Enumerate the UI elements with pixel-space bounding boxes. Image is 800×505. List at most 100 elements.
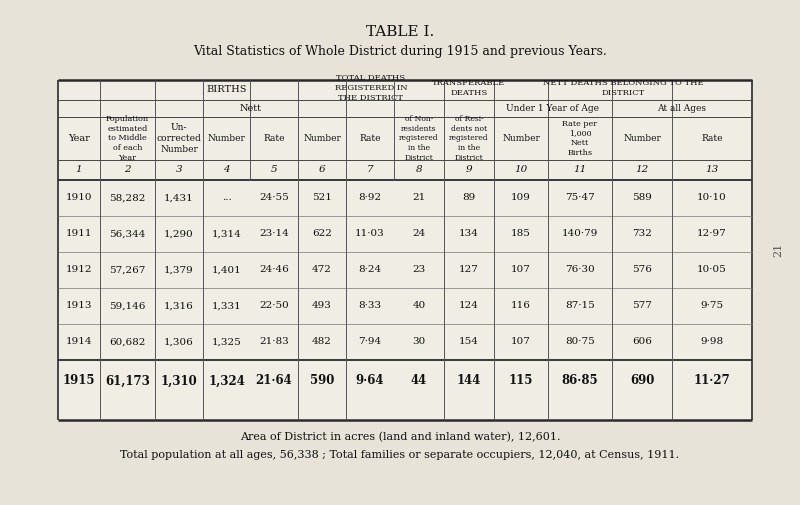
Text: 56,344: 56,344 [110,229,146,238]
Text: 577: 577 [632,301,652,311]
Text: 12·97: 12·97 [697,229,727,238]
Text: 1,331: 1,331 [212,301,242,311]
Text: 2: 2 [124,166,131,175]
Text: 1,325: 1,325 [212,337,242,346]
Text: 1914: 1914 [66,337,92,346]
Text: 1,431: 1,431 [164,193,194,203]
Text: 1,310: 1,310 [161,375,198,387]
Text: 576: 576 [632,266,652,275]
Text: 60,682: 60,682 [110,337,146,346]
Text: Rate: Rate [359,134,381,143]
Text: 1911: 1911 [66,229,92,238]
Text: 690: 690 [630,375,654,387]
Text: 1912: 1912 [66,266,92,275]
Text: 80·75: 80·75 [565,337,595,346]
Text: 11·03: 11·03 [355,229,385,238]
Text: 12: 12 [635,166,649,175]
Text: 8: 8 [416,166,422,175]
Text: 24·55: 24·55 [259,193,289,203]
Text: 23·14: 23·14 [259,229,289,238]
Text: 75·47: 75·47 [565,193,595,203]
Text: 9·75: 9·75 [701,301,723,311]
Text: 154: 154 [459,337,479,346]
Text: 1,314: 1,314 [212,229,242,238]
Text: TABLE I.: TABLE I. [366,25,434,39]
Text: 1,290: 1,290 [164,229,194,238]
Text: 11·27: 11·27 [694,375,730,387]
Text: 6: 6 [318,166,326,175]
Text: 8·92: 8·92 [358,193,382,203]
Text: 144: 144 [457,375,481,387]
Text: 8·33: 8·33 [358,301,382,311]
Text: 134: 134 [459,229,479,238]
Text: 127: 127 [459,266,479,275]
Text: 61,173: 61,173 [105,375,150,387]
Text: 13: 13 [706,166,718,175]
Text: 590: 590 [310,375,334,387]
Text: 86·85: 86·85 [562,375,598,387]
Text: 9: 9 [466,166,472,175]
Text: 44: 44 [411,375,427,387]
Text: 3: 3 [176,166,182,175]
Text: 589: 589 [632,193,652,203]
Text: Rate: Rate [702,134,722,143]
Text: 1,379: 1,379 [164,266,194,275]
Text: 7: 7 [366,166,374,175]
Text: 58,282: 58,282 [110,193,146,203]
Text: Year: Year [68,134,90,143]
Text: 482: 482 [312,337,332,346]
Text: Area of District in acres (land and inland water), 12,601.: Area of District in acres (land and inla… [240,432,560,442]
Text: 10: 10 [514,166,528,175]
Text: 115: 115 [509,375,533,387]
Text: 30: 30 [412,337,426,346]
Text: 140·79: 140·79 [562,229,598,238]
Text: 8·24: 8·24 [358,266,382,275]
Text: 10·05: 10·05 [697,266,727,275]
Text: 59,146: 59,146 [110,301,146,311]
Text: 622: 622 [312,229,332,238]
Text: 23: 23 [412,266,426,275]
Text: 1910: 1910 [66,193,92,203]
Text: 1,324: 1,324 [208,375,245,387]
Text: Vital Statistics of Whole District during 1915 and previous Years.: Vital Statistics of Whole District durin… [193,45,607,59]
Text: NETT DEATHS BELONGING TO THE
DISTRICT: NETT DEATHS BELONGING TO THE DISTRICT [542,79,703,97]
Text: 493: 493 [312,301,332,311]
Text: Un-
corrected
Number: Un- corrected Number [157,123,202,154]
Text: 11: 11 [574,166,586,175]
Text: Under 1 Year of Age: Under 1 Year of Age [506,104,599,113]
Text: Number: Number [303,134,341,143]
Text: 107: 107 [511,337,531,346]
Text: 1,316: 1,316 [164,301,194,311]
Text: 9·98: 9·98 [701,337,723,346]
Text: Population
estimated
to Middle
of each
Year: Population estimated to Middle of each Y… [106,115,149,162]
Text: BIRTHS: BIRTHS [206,85,246,94]
Text: 1: 1 [76,166,82,175]
Text: 732: 732 [632,229,652,238]
Text: 116: 116 [511,301,531,311]
Text: 4: 4 [223,166,230,175]
Text: 7·94: 7·94 [358,337,382,346]
Text: At all Ages: At all Ages [658,104,706,113]
Text: Number: Number [502,134,540,143]
Text: 5: 5 [270,166,278,175]
Text: 22·50: 22·50 [259,301,289,311]
Text: Total population at all ages, 56,338 ; Total families or separate occupiers, 12,: Total population at all ages, 56,338 ; T… [121,450,679,460]
Text: 1,306: 1,306 [164,337,194,346]
Text: 9·64: 9·64 [356,375,384,387]
Text: 89: 89 [462,193,476,203]
Text: Nett: Nett [239,104,262,113]
Text: 472: 472 [312,266,332,275]
Text: ...: ... [222,193,231,203]
Bar [58,80,752,420]
Text: 10·10: 10·10 [697,193,727,203]
Text: 76·30: 76·30 [565,266,595,275]
Text: TOTAL DEATHS
REGISTERED IN
THE DISTRICT: TOTAL DEATHS REGISTERED IN THE DISTRICT [334,74,407,102]
Text: Rate: Rate [263,134,285,143]
Text: 40: 40 [412,301,426,311]
Text: 109: 109 [511,193,531,203]
Text: 21: 21 [412,193,426,203]
Text: TRANSFERABLE
DEATHS: TRANSFERABLE DEATHS [432,79,506,97]
Text: 606: 606 [632,337,652,346]
Text: 1,401: 1,401 [212,266,242,275]
Text: Number: Number [623,134,661,143]
